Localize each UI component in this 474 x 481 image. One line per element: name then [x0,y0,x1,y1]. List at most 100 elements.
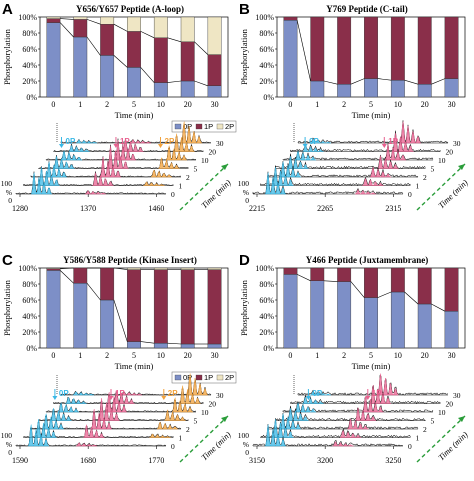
y-tick-label: 40% [22,312,37,321]
bar-1p-t5 [127,31,141,68]
x-axis-label: Time (min) [352,110,391,120]
x-tick-label: 10 [394,100,402,109]
peak-1p [362,177,384,186]
time-label: 30 [216,391,224,400]
peak-0p [42,413,64,430]
percent-tick: 0 [245,196,249,205]
peak-1p [384,144,406,161]
connector-line [59,270,74,284]
spectrum-trace-t2 [267,412,419,430]
peak-1p [122,138,144,152]
peak-1p [361,396,384,413]
bar-1p-t10 [153,37,168,83]
y-tick-label: 0% [263,344,274,353]
peak-2p [180,121,202,144]
connector-line [167,342,182,345]
y-axis-label: Phosphorylation [239,28,249,84]
peak-arrow-head [59,144,64,148]
x-tick-label: 5 [369,351,373,360]
peak-1p [99,157,121,178]
x-tick-label: 0 [288,351,292,360]
bar-2p-t20 [180,16,195,42]
peak-0p [65,396,87,404]
mz-tick-label: 1280 [12,204,28,213]
time-label: 20 [209,400,217,409]
peak-1p [377,155,399,169]
time-label: 5 [431,165,435,174]
x-tick-label: 5 [369,100,373,109]
peak-2p [165,145,187,161]
time-label: 20 [209,148,217,157]
peak-2p [164,409,186,421]
legend-swatch [216,374,224,381]
connector-line [350,281,365,298]
time-axis-label: Time (min) [436,177,470,210]
peak-0p [271,419,294,438]
y-tick-label: 20% [22,77,37,86]
y-axis-label: Phosphorylation [239,279,249,335]
connector-line [140,31,155,39]
connector-line [86,36,101,56]
spectrum-trace-t30 [297,120,449,144]
bar-0p-t1 [73,36,88,98]
mz-tick-label: 2265 [317,204,333,213]
peak-1p [369,384,391,404]
peak-2p [156,421,178,430]
time-axis-label: Time (min) [199,177,233,210]
connector-line [60,18,74,20]
panel-letter: A [2,1,13,18]
x-tick-label: 20 [184,100,192,109]
bar-2p-t30 [207,267,222,270]
connector-line [404,79,419,85]
bar-1p-t20 [180,269,195,345]
x-tick-label: 10 [394,351,402,360]
connector-line [60,267,74,270]
legend-swatch [174,123,182,130]
y-tick-label: 100% [18,13,37,22]
time-label: 1 [179,434,183,443]
connector-line [113,267,128,270]
panel-a: A Y656/Y657 Peptide (A-loop) 0% 20% 40% 60% 80… [2,1,229,120]
x-tick-label: 20 [421,351,429,360]
connector-line [167,80,182,83]
peak-0p [309,391,331,396]
peak-0p [287,408,309,421]
peak-0p [68,144,90,152]
peak-label-2p: 2P [165,137,175,146]
peak-2p [150,169,172,178]
bar-0p-t1 [310,280,325,349]
bar-0p-t5 [364,297,378,349]
bar-0p-t20 [180,80,195,98]
percent-axis-label: % [6,188,12,197]
peak-0p [27,424,49,447]
bar-1p-t2 [100,267,115,301]
peak-1p [369,166,391,178]
connector-line [140,341,155,344]
peak-arrow-head [52,396,58,400]
time-label: 1 [179,182,183,191]
peak-arrow-head [302,144,308,148]
percent-tick: 100 [238,179,250,188]
time-label: 30 [216,139,224,148]
peak-1p [83,424,105,438]
time-label: 30 [453,391,461,400]
bar-0p-t0 [46,270,61,349]
peak-2p [149,433,171,438]
bar-2p-t5 [127,16,141,32]
time-arrow-head [221,416,228,422]
legend-swatch [216,123,224,130]
time-label: 10 [201,156,209,165]
connector-line [86,283,101,301]
bar-0p-t2 [337,83,352,98]
bar-1p-t0 [283,267,298,275]
x-axis-label: Time (min) [352,361,391,371]
peak-label-0p: 0P [309,137,319,146]
y-tick-label: 60% [259,296,274,305]
peak-2p [171,397,193,413]
legend-label: 2P [225,373,234,382]
peak-arrow-head [161,396,167,400]
bar-0p-t20 [180,343,195,349]
peak-0p [302,144,324,152]
y-tick-label: 80% [259,280,274,289]
